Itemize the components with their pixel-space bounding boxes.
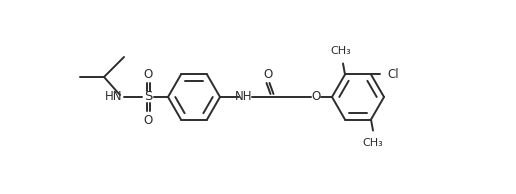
Text: CH₃: CH₃ bbox=[331, 47, 351, 56]
Text: CH₃: CH₃ bbox=[363, 138, 383, 147]
Text: O: O bbox=[263, 68, 272, 81]
Text: S: S bbox=[144, 90, 152, 104]
Text: O: O bbox=[311, 90, 320, 104]
Text: O: O bbox=[143, 68, 153, 81]
Text: Cl: Cl bbox=[387, 68, 399, 81]
Text: HN: HN bbox=[105, 90, 122, 104]
Text: O: O bbox=[143, 113, 153, 126]
Text: NH: NH bbox=[235, 90, 253, 104]
